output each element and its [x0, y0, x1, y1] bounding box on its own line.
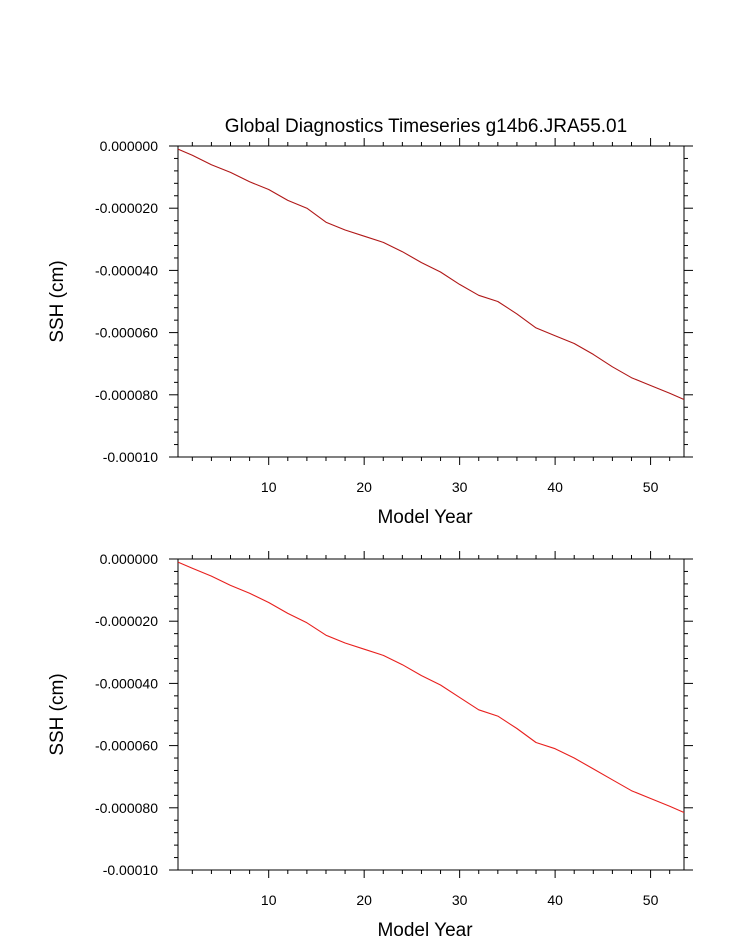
- y-tick-label: 0.000000: [100, 551, 159, 567]
- chart-panel-1: 10 20 30 40 50 0.000000 -0.000020 -0.000040 -0.0…: [47, 116, 693, 528]
- x-tick-label: 50: [643, 892, 659, 908]
- x-tick-label: 40: [547, 892, 563, 908]
- y-tick-label: -0.000080: [95, 800, 158, 816]
- x-axis-label: Model Year: [377, 920, 473, 941]
- y-tick-label: -0.000020: [95, 200, 158, 216]
- y-tick-label: -0.000020: [95, 613, 158, 629]
- series-line-1: [177, 148, 685, 401]
- x-tick-label: 10: [261, 479, 277, 495]
- x-tick-label: 30: [452, 479, 468, 495]
- x-tick-label: 30: [452, 892, 468, 908]
- y-tick-label: -0.00010: [103, 862, 158, 878]
- plot-frame: [177, 145, 685, 458]
- y-tick-label: -0.000060: [95, 325, 158, 341]
- x-tick-label: 10: [261, 892, 277, 908]
- chart-panel-2: 10 20 30 40 50 0.000000 -0.000020 -0.000040 -0.0…: [47, 551, 693, 941]
- x-tick-label: 50: [643, 479, 659, 495]
- x-tick-label: 20: [356, 479, 372, 495]
- y-axis-label: SSH (cm): [47, 260, 68, 342]
- y-tick-label: -0.000040: [95, 675, 158, 691]
- x-tick-label: 20: [356, 892, 372, 908]
- x-tick-label: 40: [547, 479, 563, 495]
- y-tick-label: -0.000040: [95, 262, 158, 278]
- y-tick-label: -0.00010: [103, 449, 158, 465]
- y-tick-label: -0.000060: [95, 738, 158, 754]
- chart-title: Global Diagnostics Timeseries g14b6.JRA5…: [225, 116, 627, 137]
- y-axis-label: SSH (cm): [47, 673, 68, 755]
- plot-frame: [177, 558, 685, 871]
- y-tick-label: 0.000000: [100, 138, 159, 154]
- y-tick-label: -0.000080: [95, 387, 158, 403]
- x-axis-label: Model Year: [377, 507, 473, 528]
- series-line-1: [177, 561, 685, 814]
